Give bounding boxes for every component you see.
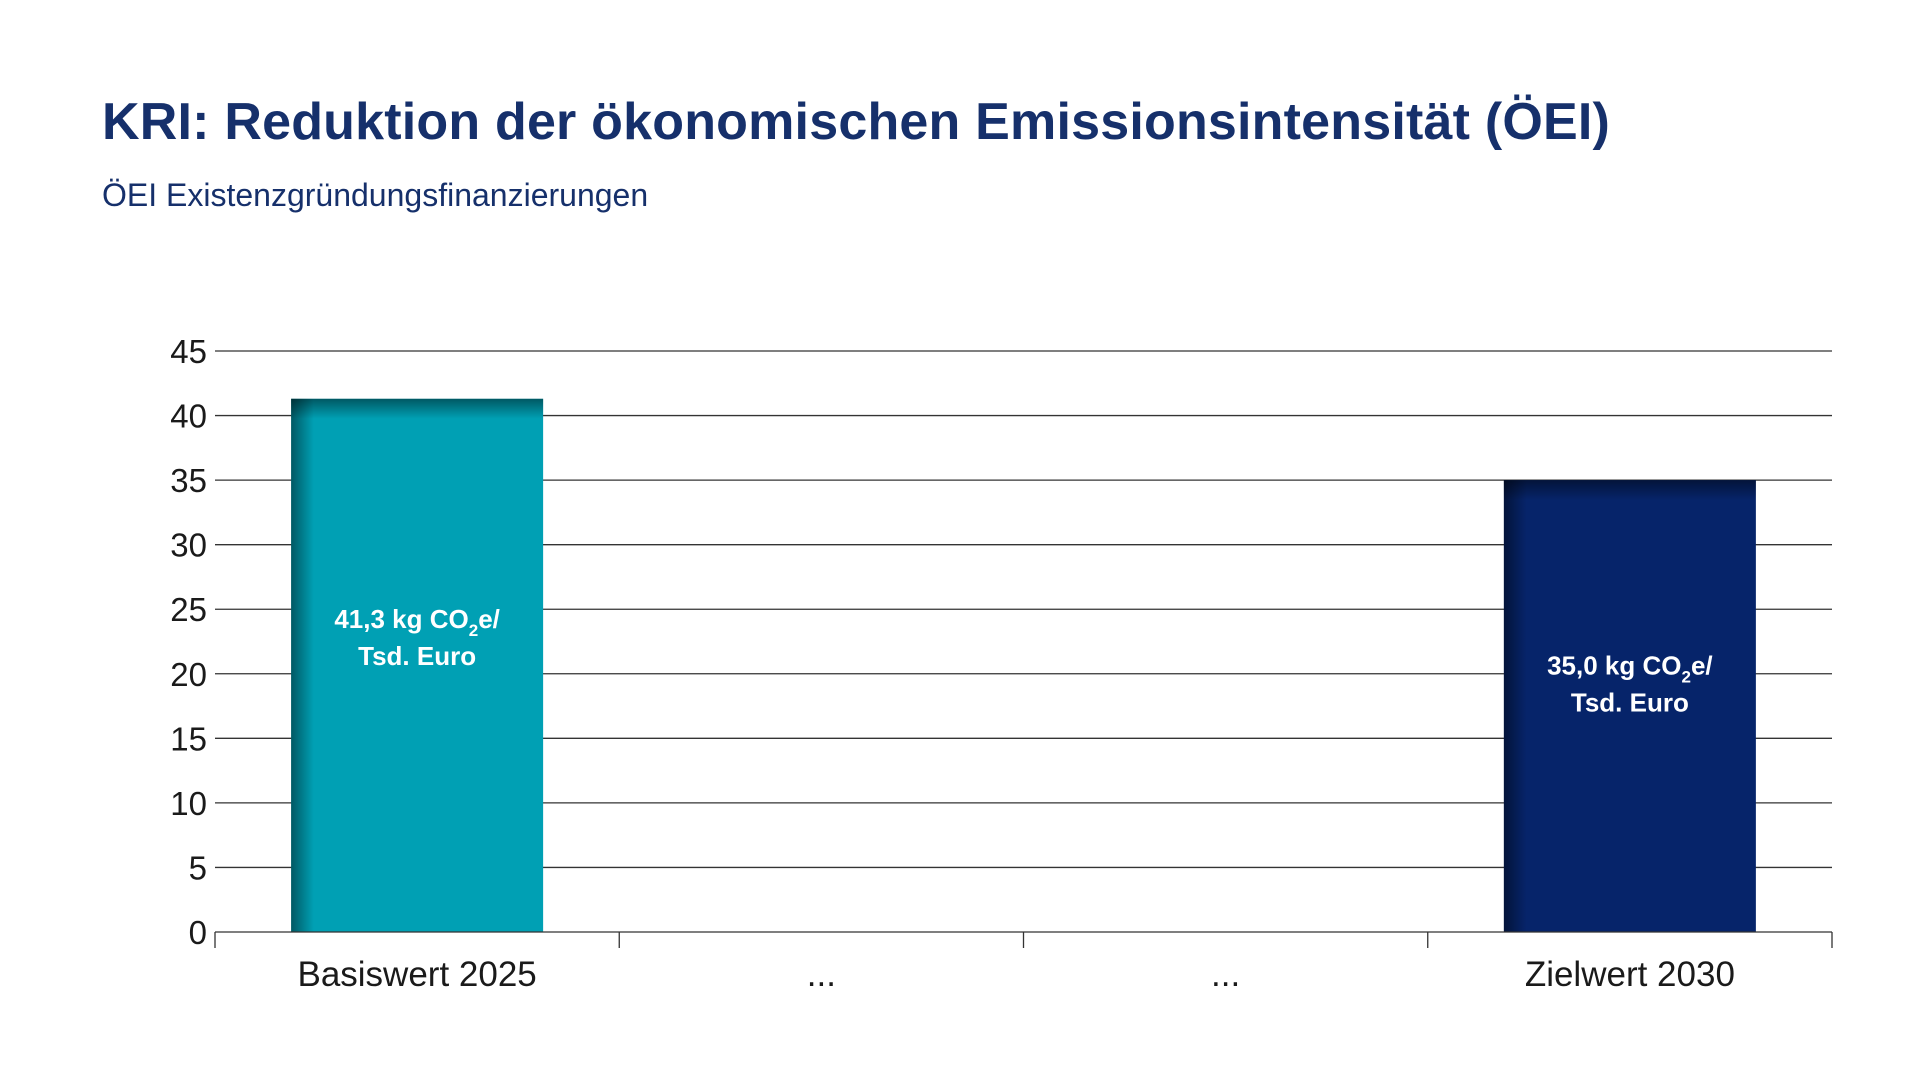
bar-value-label: 35,0 kg CO2e/ <box>1547 650 1713 686</box>
x-category-label: Zielwert 2030 <box>1525 955 1735 994</box>
bar-shadow-left <box>1503 480 1756 932</box>
bar-unit-label: Tsd. Euro <box>358 641 476 671</box>
chart-title: KRI: Reduktion der ökonomischen Emission… <box>102 93 1611 151</box>
y-tick-label: 0 <box>189 914 207 951</box>
bar-value-label: 41,3 kg CO2e/ <box>334 604 500 640</box>
y-tick-label: 25 <box>170 591 207 628</box>
y-axis-ticks: 0 5 10 15 20 25 30 35 40 45 <box>170 333 207 951</box>
chart-subtitle: ÖEI Existenzgründungsfinanzierungen <box>102 177 649 213</box>
bar-data-labels: 41,3 kg CO2e/Tsd. Euro 35,0 kg CO2e/Tsd. … <box>334 604 1712 717</box>
x-axis-categories: Basiswert 2025...... Zielwert 2030 <box>297 955 1734 994</box>
x-axis <box>214 931 1833 948</box>
bar-unit-label: Tsd. Euro <box>1571 687 1689 717</box>
y-tick-label: 35 <box>170 462 207 499</box>
y-tick-label: 40 <box>170 398 207 435</box>
y-tick-label: 20 <box>170 656 207 693</box>
x-category-label: Basiswert 2025 <box>297 955 536 994</box>
y-tick-label: 15 <box>170 720 207 757</box>
y-tick-label: 5 <box>189 849 207 886</box>
x-category-label: ... <box>807 955 836 994</box>
y-tick-label: 45 <box>170 333 207 370</box>
x-category-label: ... <box>1211 955 1240 994</box>
bar-shadow-top <box>291 398 544 419</box>
y-tick-label: 10 <box>170 785 207 822</box>
y-tick-label: 30 <box>170 527 207 564</box>
bar-shadow-top <box>1503 480 1756 501</box>
bar-shadow-left <box>291 398 544 932</box>
bar <box>1503 480 1756 932</box>
bars <box>291 398 1756 932</box>
bar <box>291 398 544 932</box>
